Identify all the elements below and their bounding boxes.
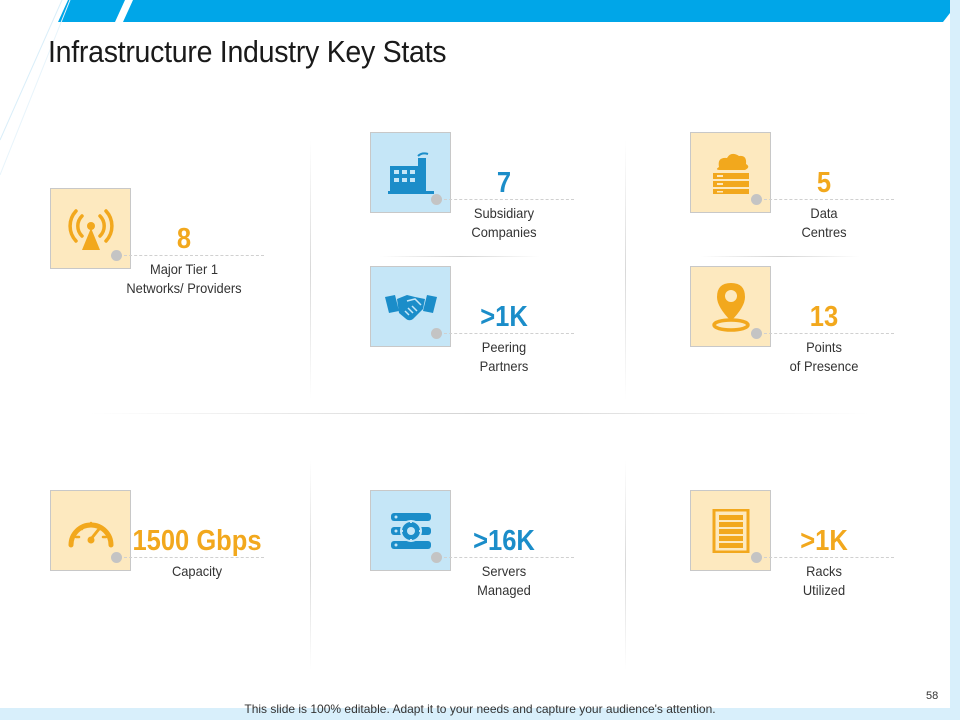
stat-racks-dash — [764, 557, 894, 558]
stat-racks-label-line1: Racks — [806, 563, 842, 579]
speedometer-icon — [68, 521, 113, 547]
row-divider-middle — [380, 256, 540, 257]
stat-capacity-label-line1: Capacity — [171, 563, 223, 579]
stat-presence-dash — [764, 333, 894, 334]
stat-capacity-dash — [124, 557, 264, 558]
stat-datacentres-dot — [751, 194, 762, 205]
stat-presence-label-line1: Points — [806, 339, 842, 355]
stat-capacity-dot — [111, 552, 122, 563]
stat-peering-label-line1: Peering — [481, 339, 527, 355]
stat-tier1-dot — [111, 250, 122, 261]
column-divider-1-top — [310, 140, 311, 400]
data-centre-icon — [712, 153, 749, 194]
stat-servers-dot — [431, 552, 442, 563]
stat-tier1-dash — [124, 255, 264, 256]
stat-racks-value: >1K — [800, 525, 848, 557]
antenna-icon — [67, 208, 114, 250]
stat-datacentres-value: 5 — [816, 167, 832, 199]
stat-capacity-value: 1500 Gbps — [132, 525, 262, 557]
stat-servers-label-line1: Servers — [481, 563, 527, 579]
stat-presence-label-line2: of Presence — [789, 358, 859, 374]
row-divider-right — [700, 256, 860, 257]
stat-servers-dash — [444, 557, 574, 558]
stat-presence-value: 13 — [809, 301, 839, 333]
stat-peering-dot — [431, 328, 442, 339]
column-divider-2-bottom — [625, 460, 626, 670]
stat-datacentres-dash — [764, 199, 894, 200]
stat-peering-dash — [444, 333, 574, 334]
page-title: Infrastructure Industry Key Stats — [48, 34, 447, 69]
location-pin-icon — [711, 282, 750, 332]
stat-servers-value: >16K — [473, 525, 535, 557]
stat-tier1-value: 8 — [176, 223, 192, 255]
stat-servers-label-line2: Managed — [477, 582, 531, 598]
stat-peering-box — [370, 266, 451, 347]
stat-tier1-label-line2: Networks/ Providers — [126, 280, 242, 296]
column-divider-2-top — [625, 140, 626, 400]
decorative-diagonal-lines — [0, 0, 71, 176]
stat-peering-label-line2: Partners — [479, 358, 529, 374]
stat-subsidiary-dash — [444, 199, 574, 200]
slide: Infrastructure Industry Key Stats 8 Majo… — [0, 0, 950, 708]
stat-subsidiary-label-line2: Companies — [471, 224, 537, 240]
stat-racks-label-line2: Utilized — [802, 582, 846, 598]
top-banner — [58, 0, 950, 22]
stat-peering-value: >1K — [480, 301, 528, 333]
column-divider-1-bottom — [310, 460, 311, 670]
stat-subsidiary-dot — [431, 194, 442, 205]
stat-tier1-label-line1: Major Tier 1 — [149, 261, 218, 277]
stat-subsidiary-value: 7 — [496, 167, 512, 199]
stat-racks-dot — [751, 552, 762, 563]
stat-presence-dot — [751, 328, 762, 339]
stat-datacentres-label-line2: Centres — [801, 224, 847, 240]
footer-note: This slide is 100% editable. Adapt it to… — [244, 702, 716, 716]
server-gear-icon — [390, 512, 431, 549]
rack-icon — [712, 508, 749, 553]
stat-presence-box — [690, 266, 771, 347]
page-number: 58 — [926, 690, 939, 702]
handshake-icon — [384, 294, 437, 320]
stat-datacentres-label-line1: Data — [810, 205, 838, 221]
section-divider-horizontal — [90, 413, 870, 414]
stat-subsidiary-label-line1: Subsidiary — [473, 205, 535, 221]
factory-icon — [387, 151, 434, 194]
